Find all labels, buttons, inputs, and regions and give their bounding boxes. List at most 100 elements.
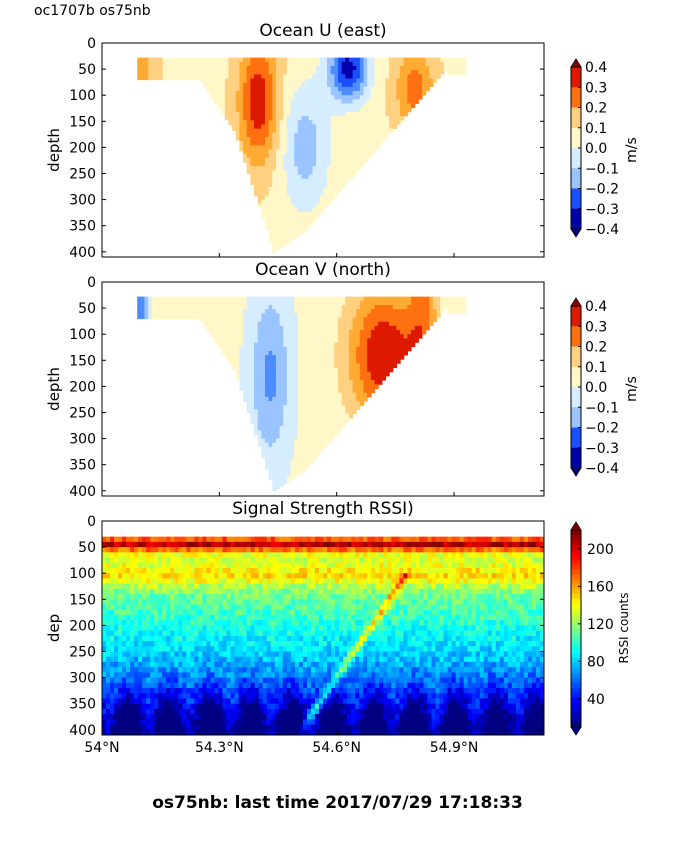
velocity-cell bbox=[334, 95, 339, 100]
rssi-cell bbox=[182, 641, 187, 647]
velocity-cell bbox=[283, 107, 288, 113]
velocity-cell bbox=[374, 350, 379, 356]
velocity-cell bbox=[400, 70, 405, 75]
velocity-cell bbox=[275, 309, 281, 314]
rssi-cell bbox=[122, 651, 127, 658]
velocity-cell bbox=[363, 375, 368, 381]
velocity-cell bbox=[173, 70, 178, 75]
rssi-cell bbox=[102, 567, 107, 574]
velocity-cell bbox=[279, 367, 284, 373]
rssi-cell bbox=[110, 714, 115, 720]
velocity-cell bbox=[301, 153, 306, 159]
velocity-cell bbox=[275, 216, 281, 222]
rssi-cell bbox=[118, 552, 123, 559]
velocity-cell bbox=[261, 157, 266, 163]
velocity-cell bbox=[429, 82, 434, 88]
velocity-cell bbox=[359, 304, 365, 310]
velocity-cell bbox=[378, 342, 383, 348]
velocity-cell bbox=[323, 413, 328, 419]
velocity-cell bbox=[327, 116, 332, 121]
rssi-cell bbox=[150, 698, 155, 705]
rssi-cell bbox=[202, 567, 208, 574]
velocity-cell bbox=[323, 57, 328, 63]
velocity-cell bbox=[385, 296, 390, 302]
velocity-cell bbox=[294, 430, 299, 436]
velocity-cell bbox=[286, 375, 292, 381]
velocity-cell bbox=[327, 325, 332, 331]
velocity-cell bbox=[162, 61, 168, 67]
velocity-cell bbox=[286, 330, 292, 335]
velocity-cell bbox=[348, 359, 354, 365]
rssi-cell bbox=[162, 588, 167, 595]
velocity-cell bbox=[195, 61, 200, 67]
velocity-cell bbox=[297, 384, 303, 390]
rssi-cell bbox=[122, 724, 127, 731]
velocity-cell bbox=[297, 162, 303, 167]
velocity-cell bbox=[308, 446, 314, 452]
velocity-cell bbox=[356, 392, 361, 398]
velocity-cell bbox=[414, 61, 419, 67]
velocity-cell bbox=[246, 401, 251, 406]
velocity-cell bbox=[356, 99, 361, 105]
velocity-cell bbox=[301, 207, 306, 213]
velocity-cell bbox=[264, 325, 270, 331]
velocity-cell bbox=[312, 392, 317, 398]
rssi-cell bbox=[214, 547, 220, 553]
rssi-cell bbox=[174, 573, 179, 580]
velocity-cell bbox=[159, 57, 164, 63]
rssi-cell bbox=[170, 656, 175, 663]
rssi-cell bbox=[106, 578, 111, 585]
rssi-cell bbox=[158, 672, 163, 679]
velocity-cell bbox=[224, 342, 230, 348]
velocity-cell bbox=[235, 321, 241, 327]
velocity-cell bbox=[159, 70, 164, 75]
velocity-cell bbox=[352, 388, 357, 394]
velocity-cell bbox=[268, 338, 273, 344]
velocity-cell bbox=[279, 426, 284, 431]
rssi-cell bbox=[122, 599, 127, 606]
velocity-cell bbox=[418, 74, 423, 80]
rssi-cell bbox=[206, 573, 212, 580]
velocity-cell bbox=[407, 321, 412, 327]
velocity-cell bbox=[140, 57, 146, 63]
velocity-cell bbox=[429, 321, 434, 327]
velocity-cell bbox=[173, 78, 178, 81]
rssi-cell bbox=[206, 672, 212, 679]
velocity-cell bbox=[272, 132, 277, 138]
velocity-cell bbox=[392, 86, 398, 92]
velocity-cell bbox=[392, 317, 398, 323]
velocity-cell bbox=[305, 317, 310, 323]
velocity-cell bbox=[305, 99, 310, 105]
velocity-cell bbox=[352, 103, 357, 109]
velocity-cell bbox=[246, 57, 251, 63]
rssi-cell bbox=[178, 661, 183, 668]
velocity-cell bbox=[162, 317, 168, 320]
rssi-cell bbox=[162, 625, 167, 632]
velocity-cell bbox=[381, 99, 387, 105]
rssi-cell bbox=[162, 635, 167, 642]
velocity-cell bbox=[195, 304, 200, 310]
colorbar-band bbox=[571, 447, 581, 469]
velocity-cell bbox=[250, 74, 255, 80]
velocity-cell bbox=[301, 413, 306, 419]
rssi-cell bbox=[190, 625, 196, 632]
rssi-cell bbox=[214, 698, 220, 705]
velocity-cell bbox=[374, 342, 379, 348]
velocity-cell bbox=[400, 334, 405, 339]
velocity-cell bbox=[188, 300, 193, 306]
rssi-cell bbox=[106, 688, 111, 694]
velocity-cell bbox=[264, 207, 270, 213]
velocity-cell bbox=[374, 363, 379, 369]
velocity-cell bbox=[221, 91, 226, 96]
velocity-cell bbox=[337, 375, 343, 381]
velocity-cell bbox=[257, 57, 262, 63]
velocity-cell bbox=[367, 91, 372, 96]
rssi-cell bbox=[222, 698, 228, 705]
rssi-cell bbox=[206, 656, 212, 663]
velocity-cell bbox=[345, 367, 350, 373]
velocity-cell bbox=[275, 195, 281, 201]
velocity-cell bbox=[257, 384, 262, 390]
velocity-cell bbox=[421, 82, 427, 88]
velocity-cell bbox=[316, 446, 321, 452]
velocity-cell bbox=[341, 145, 346, 151]
